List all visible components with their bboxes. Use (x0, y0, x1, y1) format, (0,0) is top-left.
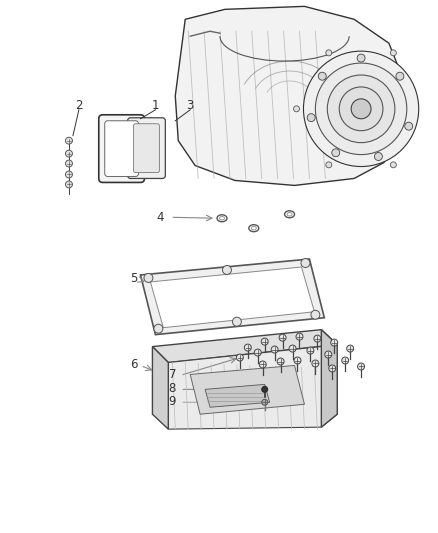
Circle shape (405, 122, 413, 130)
Circle shape (289, 345, 296, 352)
Circle shape (294, 357, 301, 364)
Circle shape (296, 333, 303, 340)
Circle shape (325, 351, 332, 358)
FancyBboxPatch shape (99, 115, 145, 182)
Circle shape (277, 358, 284, 365)
Polygon shape (141, 259, 324, 335)
Circle shape (65, 181, 72, 188)
Circle shape (326, 162, 332, 168)
Circle shape (144, 273, 153, 282)
Circle shape (271, 346, 278, 353)
Circle shape (244, 344, 251, 351)
Text: 3: 3 (187, 99, 194, 112)
Circle shape (332, 149, 340, 157)
Circle shape (223, 265, 231, 274)
Circle shape (254, 349, 261, 356)
Text: 7: 7 (169, 368, 176, 381)
Circle shape (347, 345, 353, 352)
Circle shape (342, 357, 349, 364)
Circle shape (396, 72, 404, 80)
Polygon shape (321, 330, 337, 427)
Circle shape (279, 334, 286, 341)
Polygon shape (150, 267, 314, 328)
Text: 9: 9 (169, 395, 176, 408)
Circle shape (65, 150, 72, 157)
Circle shape (327, 75, 395, 143)
Text: 6: 6 (130, 358, 137, 371)
Circle shape (304, 51, 419, 166)
Circle shape (307, 114, 315, 122)
Circle shape (357, 54, 365, 62)
Circle shape (357, 363, 364, 370)
Text: 5: 5 (130, 272, 137, 286)
Circle shape (293, 106, 300, 112)
Circle shape (65, 171, 72, 178)
Circle shape (65, 160, 72, 167)
FancyBboxPatch shape (127, 118, 165, 179)
Circle shape (233, 317, 241, 326)
Polygon shape (190, 366, 304, 414)
Circle shape (339, 87, 383, 131)
Circle shape (390, 162, 396, 168)
Circle shape (237, 354, 244, 361)
Circle shape (154, 324, 163, 333)
Circle shape (261, 338, 268, 345)
Text: 8: 8 (169, 382, 176, 395)
Circle shape (262, 386, 268, 392)
Circle shape (262, 399, 268, 405)
Circle shape (390, 50, 396, 56)
Text: 4: 4 (157, 211, 164, 224)
Text: 1: 1 (152, 99, 159, 112)
Circle shape (326, 50, 332, 56)
Circle shape (318, 72, 326, 80)
Circle shape (374, 152, 382, 160)
Circle shape (301, 259, 310, 268)
Circle shape (351, 99, 371, 119)
Circle shape (259, 361, 266, 368)
Circle shape (329, 365, 336, 372)
Circle shape (315, 63, 407, 155)
Polygon shape (205, 384, 270, 407)
Polygon shape (168, 346, 337, 429)
Circle shape (314, 335, 321, 342)
Circle shape (307, 347, 314, 354)
Polygon shape (175, 6, 404, 185)
Text: 2: 2 (75, 99, 83, 112)
Circle shape (311, 310, 320, 319)
FancyBboxPatch shape (134, 124, 159, 173)
Polygon shape (152, 330, 337, 362)
Polygon shape (152, 346, 168, 429)
FancyBboxPatch shape (105, 121, 138, 176)
Circle shape (65, 137, 72, 144)
Circle shape (331, 339, 338, 346)
Circle shape (312, 360, 319, 367)
